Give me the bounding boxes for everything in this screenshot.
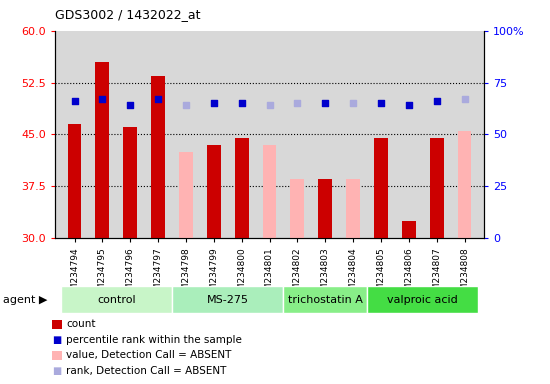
Text: trichostatin A: trichostatin A [288, 295, 362, 305]
Text: value, Detection Call = ABSENT: value, Detection Call = ABSENT [66, 350, 232, 360]
Point [70, 98, 79, 104]
Text: MS-275: MS-275 [207, 295, 249, 305]
Bar [179, 152, 193, 238]
Point [377, 100, 386, 106]
Point [432, 98, 441, 104]
Text: percentile rank within the sample: percentile rank within the sample [66, 335, 242, 345]
Bar [68, 124, 81, 238]
Text: agent ▶: agent ▶ [3, 295, 47, 305]
Point [98, 96, 107, 102]
Point [182, 102, 190, 108]
Text: rank, Detection Call = ABSENT: rank, Detection Call = ABSENT [66, 366, 227, 376]
Bar [346, 179, 360, 238]
Point [293, 100, 302, 106]
Point [153, 96, 162, 102]
Bar [318, 179, 332, 238]
Bar [402, 221, 416, 238]
Bar [172, 286, 283, 313]
Point [349, 100, 358, 106]
Point [237, 100, 246, 106]
Text: control: control [97, 295, 136, 305]
Bar [95, 62, 109, 238]
Bar [430, 138, 444, 238]
Text: GDS3002 / 1432022_at: GDS3002 / 1432022_at [55, 8, 201, 21]
Point [126, 102, 135, 108]
Bar [374, 138, 388, 238]
Point [460, 96, 469, 102]
Text: count: count [66, 319, 96, 329]
Point [210, 100, 218, 106]
Bar [283, 286, 367, 313]
Bar [367, 286, 478, 313]
Bar [458, 131, 471, 238]
Point [265, 102, 274, 108]
Point [321, 100, 329, 106]
Text: valproic acid: valproic acid [387, 295, 458, 305]
Point [404, 102, 413, 108]
Bar [262, 145, 277, 238]
Bar [123, 127, 137, 238]
Text: ■: ■ [53, 366, 62, 376]
Bar [60, 286, 172, 313]
Bar [235, 138, 249, 238]
Bar [207, 145, 221, 238]
Bar [290, 179, 304, 238]
Bar [151, 76, 165, 238]
Text: ■: ■ [53, 335, 62, 345]
